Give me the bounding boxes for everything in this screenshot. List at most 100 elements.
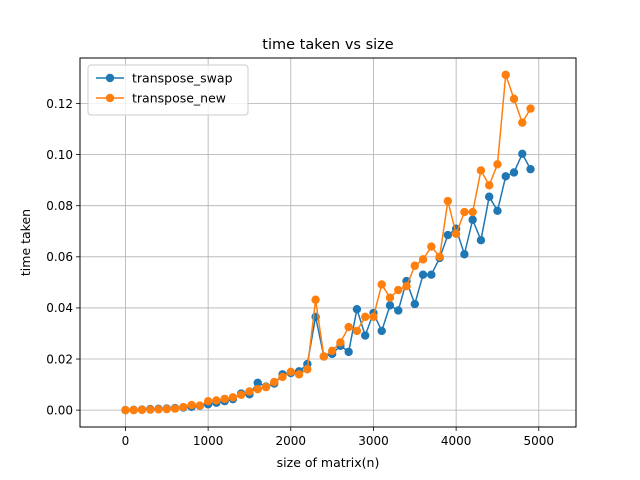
data-point-transpose-swap bbox=[509, 168, 519, 177]
y-tick-label: 0.04 bbox=[46, 301, 73, 315]
data-point-transpose-new bbox=[468, 207, 477, 217]
data-point-transpose-new bbox=[435, 252, 444, 262]
data-point-transpose-new bbox=[319, 352, 329, 361]
y-tick-label: 0.02 bbox=[46, 352, 73, 366]
data-point-transpose-swap bbox=[361, 331, 370, 340]
data-point-transpose-new bbox=[509, 94, 519, 104]
data-point-transpose-swap bbox=[418, 270, 428, 279]
legend-item-transpose-swap: transpose_swap bbox=[96, 71, 233, 86]
data-point-transpose-new bbox=[154, 405, 163, 414]
data-point-transpose-swap bbox=[501, 172, 510, 181]
data-point-transpose-new bbox=[518, 118, 527, 127]
ticks: 0 1000 2000 3000 4000 5000 0.00 0.02 0.04 0.06 0.0… bbox=[46, 97, 554, 448]
data-point-transpose-swap bbox=[394, 306, 403, 315]
data-point-transpose-new bbox=[220, 394, 229, 404]
x-tick-label: 2000 bbox=[276, 434, 307, 448]
data-point-transpose-swap bbox=[253, 378, 262, 387]
data-point-transpose-new bbox=[129, 405, 138, 415]
data-point-transpose-new bbox=[245, 387, 254, 396]
data-point-transpose-new bbox=[303, 365, 312, 374]
data-point-transpose-new bbox=[410, 261, 419, 270]
series-transpose-new bbox=[121, 70, 535, 415]
data-point-transpose-new bbox=[195, 401, 205, 410]
data-point-transpose-swap bbox=[427, 270, 436, 279]
legend-box bbox=[87, 64, 249, 116]
x-tick-label: 3000 bbox=[358, 434, 389, 448]
legend-label: transpose_new bbox=[132, 91, 226, 106]
data-point-transpose-swap bbox=[485, 192, 494, 201]
data-point-transpose-new bbox=[327, 346, 337, 356]
data-point-transpose-new bbox=[427, 242, 436, 251]
data-point-transpose-new bbox=[402, 281, 411, 291]
data-point-transpose-swap bbox=[344, 347, 353, 357]
data-point-transpose-new bbox=[344, 322, 353, 332]
data-point-transpose-swap bbox=[518, 149, 527, 159]
data-point-transpose-new bbox=[146, 405, 155, 414]
legend-swatch-marker bbox=[105, 73, 115, 83]
data-point-transpose-swap bbox=[476, 236, 486, 245]
data-point-transpose-new bbox=[485, 181, 494, 190]
chart-title: time taken vs size bbox=[262, 37, 393, 53]
data-point-transpose-swap bbox=[385, 301, 395, 310]
y-tick-label: 0.08 bbox=[46, 199, 73, 213]
data-point-transpose-new bbox=[418, 255, 428, 264]
grid bbox=[80, 58, 576, 427]
data-point-transpose-swap bbox=[468, 215, 477, 224]
data-point-transpose-new bbox=[311, 295, 320, 304]
data-point-transpose-new bbox=[385, 293, 395, 302]
x-tick-label: 0 bbox=[122, 434, 130, 448]
plot-frame bbox=[79, 57, 577, 428]
x-axis-label: size of matrix(n) bbox=[277, 455, 380, 470]
data-point-transpose-new bbox=[352, 326, 362, 336]
data-point-transpose-new bbox=[460, 207, 469, 217]
data-point-transpose-new bbox=[451, 229, 461, 239]
data-point-transpose-new bbox=[237, 390, 246, 400]
y-tick-label: 0.00 bbox=[46, 403, 73, 417]
legend-item-transpose-new: transpose_new bbox=[96, 91, 226, 106]
data-point-transpose-new bbox=[369, 312, 378, 322]
legend-label: transpose_swap bbox=[132, 71, 233, 86]
data-point-transpose-new bbox=[121, 405, 130, 415]
data-point-transpose-new bbox=[294, 370, 304, 379]
data-point-transpose-swap bbox=[443, 230, 453, 240]
data-point-transpose-swap bbox=[410, 299, 419, 309]
data-point-transpose-new bbox=[443, 196, 453, 206]
data-point-transpose-new bbox=[203, 396, 213, 406]
data-point-transpose-new bbox=[377, 280, 386, 289]
data-point-transpose-swap bbox=[460, 250, 469, 259]
data-point-transpose-new bbox=[476, 166, 486, 175]
y-tick-label: 0.06 bbox=[46, 250, 73, 264]
x-tick-label: 1000 bbox=[193, 434, 224, 448]
data-point-transpose-new bbox=[170, 404, 180, 413]
data-point-transpose-new bbox=[361, 312, 370, 322]
data-point-transpose-new bbox=[179, 402, 188, 412]
data-point-transpose-new bbox=[228, 393, 238, 402]
data-point-transpose-new bbox=[187, 400, 196, 410]
data-point-transpose-swap bbox=[377, 326, 386, 336]
y-tick-label: 0.10 bbox=[46, 148, 73, 162]
data-point-transpose-new bbox=[394, 285, 403, 295]
data-point-transpose-new bbox=[501, 70, 510, 80]
data-point-transpose-swap bbox=[352, 304, 362, 314]
x-tick-label: 5000 bbox=[524, 434, 555, 448]
data-point-transpose-new bbox=[212, 396, 221, 405]
data-point-transpose-new bbox=[270, 377, 279, 387]
legend: transpose_swap transpose_new bbox=[87, 64, 249, 116]
data-point-transpose-new bbox=[278, 372, 287, 382]
data-point-transpose-new bbox=[261, 382, 271, 392]
data-point-transpose-new bbox=[336, 338, 345, 347]
data-point-transpose-new bbox=[493, 160, 502, 169]
y-tick-label: 0.12 bbox=[46, 97, 73, 111]
y-axis-label: time taken bbox=[18, 209, 33, 276]
data-point-transpose-new bbox=[137, 405, 147, 415]
data-point-transpose-new bbox=[253, 384, 262, 394]
series-layer bbox=[121, 70, 535, 415]
data-point-transpose-new bbox=[162, 404, 171, 414]
data-point-transpose-swap bbox=[526, 164, 535, 174]
x-tick-label: 4000 bbox=[441, 434, 472, 448]
data-point-transpose-swap bbox=[493, 206, 502, 216]
legend-swatch-marker bbox=[105, 93, 115, 103]
data-point-transpose-new bbox=[286, 367, 295, 377]
